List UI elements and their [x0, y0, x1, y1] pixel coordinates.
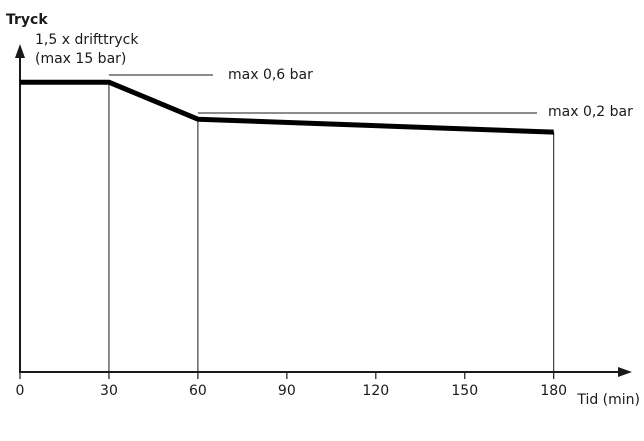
- annotation-line: (max 15 bar): [35, 51, 126, 67]
- annotation-label: 1,5 x drifttryck (max 15 bar): [35, 32, 139, 67]
- x-axis-arrow-icon: [618, 367, 632, 377]
- x-tick-label: 120: [362, 383, 389, 399]
- annotation-label: max 0,2 bar: [548, 104, 633, 120]
- x-tick-label: 90: [278, 383, 296, 399]
- x-tick-label: 60: [189, 383, 207, 399]
- series-layer: [20, 79, 554, 135]
- x-tick-label: 150: [451, 383, 478, 399]
- guide-lines: [108, 74, 555, 372]
- x-axis-title: Tid (min): [576, 392, 640, 408]
- y-axis-title: Tryck: [6, 12, 48, 28]
- annotations: 1,5 x drifttryck (max 15 bar) max 0,6 bar m…: [35, 32, 633, 120]
- annotation-line: 1,5 x drifttryck: [35, 32, 139, 48]
- annotation-line: max 0,6 bar: [228, 67, 313, 83]
- pressure-series-line: [20, 79, 554, 135]
- x-tick-label: 30: [100, 383, 118, 399]
- annotation-label: max 0,6 bar: [228, 67, 313, 83]
- x-tick-label: 180: [540, 383, 567, 399]
- x-tick-label: 0: [16, 383, 25, 399]
- annotation-line: max 0,2 bar: [548, 104, 633, 120]
- y-axis-arrow-icon: [15, 44, 25, 58]
- x-axis-ticks: 0 30 60 90 120 150 180: [16, 372, 567, 399]
